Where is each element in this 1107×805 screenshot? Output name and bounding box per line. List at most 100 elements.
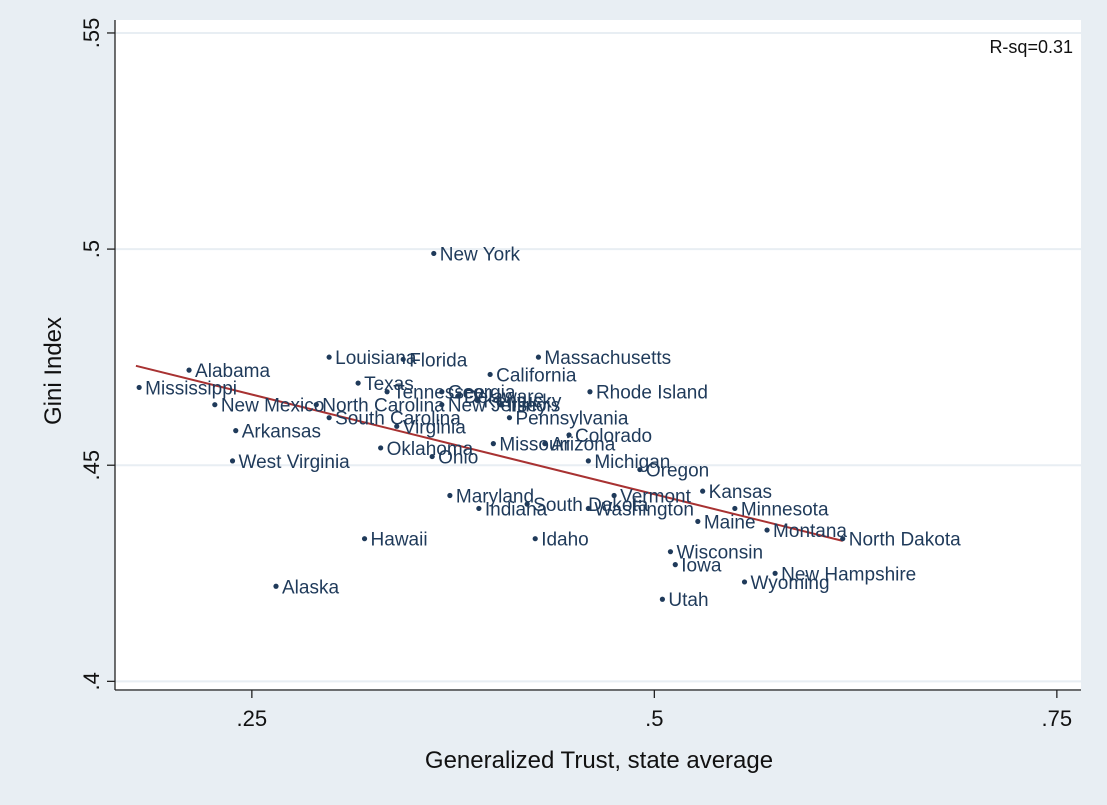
data-point bbox=[587, 389, 593, 395]
plot-area bbox=[115, 20, 1081, 689]
data-point bbox=[186, 367, 192, 373]
data-point bbox=[535, 354, 542, 360]
x-tick-label: .5 bbox=[645, 706, 663, 731]
point-label: South Carolina bbox=[335, 409, 461, 430]
data-point bbox=[637, 466, 643, 473]
point-label: Rhode Island bbox=[596, 383, 708, 404]
point-label: Colorado bbox=[575, 426, 652, 447]
point-label: New York bbox=[440, 244, 521, 265]
point-label: West Virginia bbox=[239, 452, 351, 473]
x-axis-title: Generalized Trust, state average bbox=[425, 747, 773, 774]
data-point bbox=[439, 402, 445, 408]
point-label: South Dakota bbox=[533, 495, 649, 516]
data-point bbox=[732, 505, 738, 512]
x-tick-label: .75 bbox=[1042, 706, 1073, 731]
data-point bbox=[313, 402, 319, 408]
point-label: Idaho bbox=[541, 530, 589, 551]
y-tick-label: .4 bbox=[79, 672, 104, 690]
data-point bbox=[772, 570, 778, 576]
data-point bbox=[229, 458, 236, 464]
r-squared-annotation: R-sq=0.31 bbox=[989, 37, 1073, 57]
data-point bbox=[361, 536, 368, 542]
data-point bbox=[326, 354, 332, 360]
point-label: North Dakota bbox=[849, 530, 961, 551]
point-label: Hawaii bbox=[371, 530, 428, 551]
point-label: Kentucky bbox=[483, 391, 562, 412]
point-label: Massachusetts bbox=[544, 348, 671, 369]
point-label: Missouri bbox=[499, 435, 570, 456]
y-tick-label: .5 bbox=[79, 240, 104, 258]
data-point bbox=[667, 549, 674, 555]
point-label: Oregon bbox=[646, 461, 709, 482]
point-label: North Carolina bbox=[322, 396, 445, 417]
data-point bbox=[326, 415, 332, 421]
point-label: Delaware bbox=[464, 387, 544, 408]
data-point bbox=[273, 583, 279, 589]
point-label: Florida bbox=[409, 350, 468, 371]
data-point bbox=[695, 518, 701, 525]
point-label: New Hampshire bbox=[781, 564, 916, 585]
fit-line bbox=[135, 364, 843, 542]
data-point bbox=[394, 423, 400, 429]
axis-ticks: .4 .45 .5 .55 .25 .5 .75 bbox=[79, 18, 1072, 731]
data-point bbox=[212, 402, 218, 408]
point-label: Kansas bbox=[709, 482, 772, 503]
y-axis-title: Gini Index bbox=[40, 317, 67, 425]
data-point bbox=[384, 389, 390, 395]
point-label: Tennessee bbox=[393, 383, 485, 404]
data-point bbox=[611, 492, 617, 499]
point-label: Michigan bbox=[594, 452, 670, 473]
point-label: Texas bbox=[364, 374, 414, 395]
data-point bbox=[524, 501, 530, 507]
data-point bbox=[431, 250, 437, 257]
data-point bbox=[659, 596, 666, 602]
point-label: Indiana bbox=[485, 499, 548, 520]
point-label: New Jersey bbox=[448, 396, 548, 417]
point-label: Wisconsin bbox=[676, 543, 763, 564]
point-label: Oklahoma bbox=[387, 439, 474, 460]
data-point bbox=[566, 432, 572, 438]
point-label: Illinois bbox=[507, 396, 560, 417]
data-point bbox=[455, 393, 461, 399]
point-label: Ohio bbox=[438, 448, 478, 469]
data-point bbox=[840, 536, 846, 542]
point-label: Georgia bbox=[448, 383, 516, 404]
point-label: Maryland bbox=[456, 486, 534, 507]
point-label: Mississippi bbox=[145, 378, 237, 399]
x-tick-label: .25 bbox=[237, 706, 268, 731]
point-label: Montana bbox=[773, 521, 847, 542]
data-point bbox=[506, 415, 513, 421]
point-label: Arizona bbox=[551, 435, 616, 456]
data-point bbox=[447, 492, 453, 499]
data-point bbox=[700, 488, 706, 494]
point-label: Arkansas bbox=[242, 422, 321, 443]
point-label: Virginia bbox=[403, 417, 466, 438]
data-point bbox=[474, 397, 480, 403]
data-point bbox=[542, 441, 548, 447]
chart-frame: .4 .45 .5 .55 .25 .5 .75 New York Louisiana Flor… bbox=[3, 3, 1103, 801]
point-label: Vermont bbox=[620, 486, 691, 507]
data-point bbox=[439, 389, 445, 395]
data-point bbox=[355, 380, 361, 386]
point-label: Minnesota bbox=[741, 499, 829, 520]
point-label: Louisiana bbox=[335, 348, 417, 369]
data-point bbox=[532, 536, 538, 542]
data-point bbox=[764, 527, 770, 533]
data-point bbox=[429, 453, 435, 460]
data-point bbox=[498, 402, 504, 408]
point-label: Iowa bbox=[681, 556, 722, 577]
point-label: Alaska bbox=[282, 577, 339, 598]
point-label: Wyoming bbox=[751, 573, 830, 594]
y-tick-label: .45 bbox=[79, 450, 104, 481]
point-label: Pennsylvania bbox=[515, 409, 628, 430]
data-point bbox=[476, 505, 482, 512]
point-label: California bbox=[496, 365, 577, 386]
point-label: Alabama bbox=[195, 361, 270, 382]
data-point bbox=[378, 445, 384, 451]
scatter-chart: .4 .45 .5 .55 .25 .5 .75 New York LouisianaFlor… bbox=[40, 18, 1081, 774]
data-point bbox=[490, 441, 496, 447]
point-label: Maine bbox=[704, 512, 756, 533]
grid-lines bbox=[115, 31, 1081, 683]
data-point bbox=[487, 371, 493, 378]
